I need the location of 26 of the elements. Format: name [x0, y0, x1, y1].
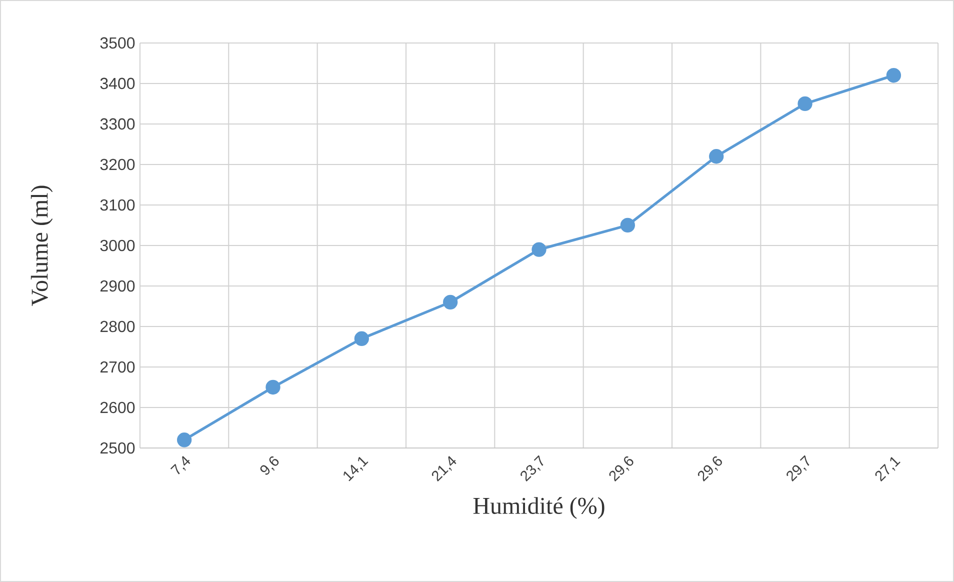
x-tick-label: 27,1: [875, 457, 900, 482]
x-tick-label: 7,4: [170, 456, 190, 474]
x-tick-label: 14,1: [344, 456, 368, 482]
point: [620, 218, 636, 233]
point: [709, 149, 724, 164]
point: [886, 68, 902, 83]
y-tick-label: 2600: [100, 402, 135, 414]
y-tick-label: 3300: [100, 118, 135, 130]
point: [266, 380, 280, 395]
y-tick-label: 3200: [100, 158, 135, 170]
y-tick-label: 2800: [100, 320, 135, 332]
y-tick-label: 2900: [100, 280, 135, 292]
y-tick-label: 3500: [100, 37, 135, 49]
x-axis-title: Humidité (%): [473, 497, 604, 519]
y-axis-title: Volume (ml): [30, 186, 53, 306]
point: [532, 242, 546, 257]
point: [798, 96, 812, 112]
y-tick-label: 3100: [100, 199, 135, 211]
x-tick-label: 9,6: [260, 456, 279, 475]
y-tick-label: 2500: [100, 442, 135, 454]
point: [442, 294, 458, 310]
y-tick-label: 3000: [100, 240, 135, 252]
point: [176, 432, 192, 448]
y-tick-label: 3400: [100, 78, 135, 90]
y-tick-label: 2700: [100, 361, 135, 373]
point: [354, 331, 369, 346]
